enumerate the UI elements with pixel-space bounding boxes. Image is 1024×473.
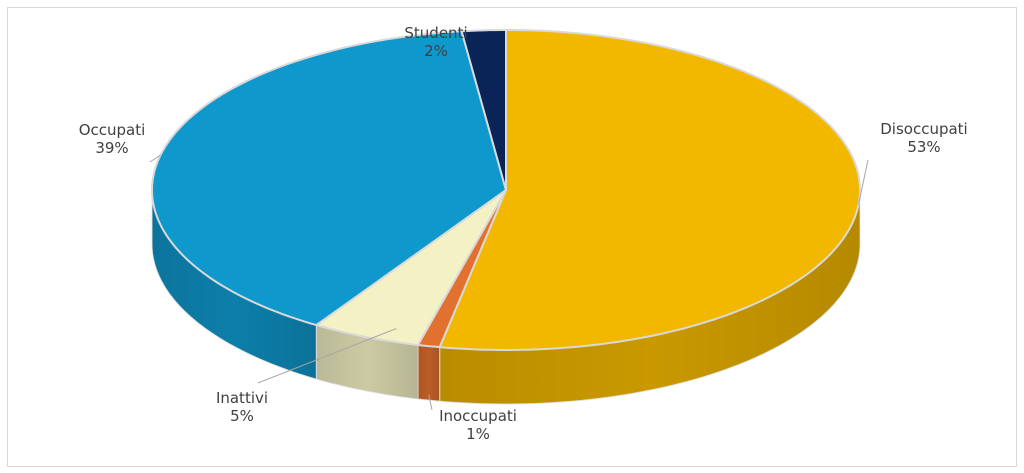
leader-line-inoccupati <box>428 394 433 411</box>
pie-slice-studenti <box>460 29 507 191</box>
data-label-occupati: Occupati 39% <box>79 121 146 157</box>
pie-side-shade-occupati <box>152 190 317 380</box>
pie-side-shade-inattivi <box>316 325 418 399</box>
label-disoccupati-value: 53% <box>907 138 940 156</box>
data-label-inoccupati: Inoccupati 1% <box>439 407 517 443</box>
label-occupati-value: 39% <box>95 139 128 157</box>
label-inattivi-name: Inattivi <box>216 389 268 407</box>
data-label-inattivi: Inattivi 5% <box>216 389 268 425</box>
pie-side-shade-disoccupati <box>439 190 860 404</box>
leader-line-occupati <box>149 154 161 163</box>
leader-line-disoccupati <box>857 159 869 206</box>
data-label-disoccupati: Disoccupati 53% <box>880 120 967 156</box>
label-disoccupati-name: Disoccupati <box>880 120 967 138</box>
label-inattivi-value: 5% <box>230 407 254 425</box>
data-label-studenti: Studenti 2% <box>404 24 467 60</box>
pie-side-shade-inoccupati <box>417 344 440 402</box>
label-occupati-name: Occupati <box>79 121 146 139</box>
label-studenti-value: 2% <box>424 42 448 60</box>
label-inoccupati-value: 1% <box>466 425 490 443</box>
pie-slice-occupati <box>151 30 507 327</box>
pie-slice-inattivi <box>315 189 507 346</box>
label-inoccupati-name: Inoccupati <box>439 407 517 425</box>
leader-line-inattivi <box>257 328 397 384</box>
label-studenti-name: Studenti <box>404 24 467 42</box>
